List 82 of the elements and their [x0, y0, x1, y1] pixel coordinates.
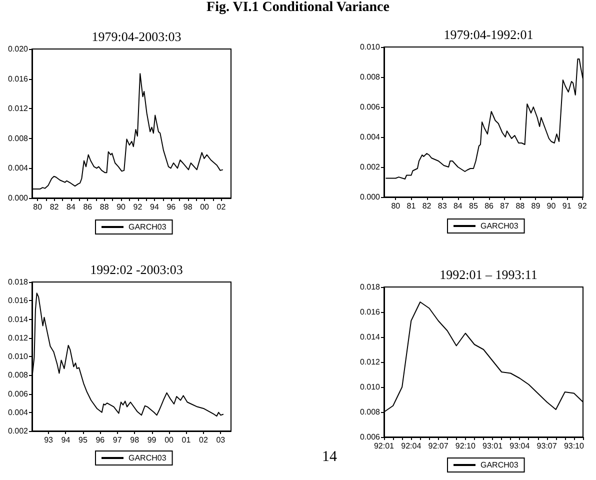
x-tick-label: 02 [216, 202, 226, 212]
legend-label: GARCH03 [480, 222, 519, 230]
y-tick-label: 0.012 [8, 104, 29, 114]
x-tick-label: 97 [112, 436, 122, 444]
y-tick-label: 0.002 [360, 162, 381, 172]
y-tick-label: 0.020 [8, 44, 29, 54]
x-tick-label: 96 [96, 436, 106, 444]
x-tick-label: 82 [422, 202, 432, 210]
y-tick-label: 0.016 [8, 296, 29, 306]
chart-title: 1992:02 -2003:03 [90, 262, 183, 277]
y-tick-label: 0.006 [360, 432, 381, 442]
x-tick-label: 93:07 [536, 442, 558, 450]
y-tick-label: 0.000 [360, 192, 381, 202]
x-tick-label: 92:04 [401, 442, 422, 450]
x-tick-label: 89 [531, 202, 541, 210]
x-tick-label: 80 [391, 202, 401, 210]
x-tick-label: 90 [116, 202, 126, 212]
text: Fig. VI.1 Conditional Variance [206, 0, 390, 16]
chart-title: 1979:04-2003:03 [92, 29, 182, 44]
legend-label: GARCH03 [480, 460, 519, 470]
y-tick-label: 0.018 [360, 282, 381, 292]
x-tick-label: 82 [50, 202, 60, 212]
chart-title: 1992:01 – 1993:11 [440, 267, 538, 282]
x-tick-label: 93:01 [482, 442, 504, 450]
y-tick-label: 0.006 [360, 102, 381, 112]
y-tick-label: 0.008 [8, 134, 29, 143]
x-tick-label: 85 [469, 202, 478, 210]
x-tick-label: 01 [182, 436, 192, 444]
y-tick-label: 0.008 [360, 408, 381, 416]
x-tick-label: 88 [516, 202, 526, 210]
x-tick-label: 96 [166, 202, 176, 212]
x-tick-label: 84 [453, 202, 463, 210]
x-tick-label: 90 [546, 202, 556, 210]
y-tick-label: 0.002 [8, 426, 29, 436]
x-tick-label: 88 [100, 202, 110, 212]
x-tick-label: 93:10 [564, 442, 585, 450]
x-tick-label: 94 [61, 436, 71, 444]
chart-title: 1979:04-1992:01 [444, 27, 534, 42]
x-tick-label: 92:01 [374, 442, 395, 450]
y-tick-label: 0.016 [360, 308, 381, 316]
x-tick-label: 87 [500, 202, 510, 210]
y-tick-label: 0.018 [8, 278, 29, 286]
x-tick-label: 92:10 [455, 442, 476, 450]
legend-label: GARCH03 [128, 454, 167, 462]
y-tick-label: 0.016 [8, 74, 29, 84]
y-tick-label: 0.004 [360, 132, 381, 142]
x-tick-label: 86 [83, 202, 93, 212]
x-tick-label: 98 [130, 436, 140, 444]
y-tick-label: 0.008 [8, 370, 29, 380]
y-tick-label: 0.006 [8, 389, 29, 398]
x-tick-label: 92 [578, 202, 588, 210]
x-tick-label: 94 [150, 202, 160, 212]
x-tick-label: 84 [66, 202, 76, 212]
x-tick-label: 00 [164, 436, 174, 444]
x-tick-label: 92:07 [428, 442, 449, 450]
y-tick-label: 0.014 [360, 332, 381, 342]
y-tick-label: 0.010 [360, 382, 381, 392]
x-tick-label: 83 [438, 202, 448, 210]
y-tick-label: 0.004 [8, 164, 29, 173]
x-tick-label: 92 [133, 202, 143, 212]
x-tick-label: 81 [406, 202, 416, 210]
x-tick-label: 03 [216, 436, 226, 444]
y-tick-label: 0.012 [8, 333, 29, 342]
x-tick-label: 91 [562, 202, 572, 210]
y-tick-label: 0.004 [8, 408, 29, 417]
x-tick-label: 86 [484, 202, 494, 210]
text: 14 [322, 449, 337, 466]
y-tick-label: 0.010 [360, 42, 381, 52]
y-tick-label: 0.012 [360, 358, 381, 366]
y-tick-label: 0.008 [360, 72, 381, 82]
y-tick-label: 0.000 [8, 194, 29, 202]
x-tick-label: 95 [78, 436, 88, 444]
x-tick-label: 80 [33, 202, 43, 212]
legend-label: GARCH03 [128, 222, 167, 232]
x-tick-label: 98 [183, 202, 193, 212]
x-tick-label: 99 [147, 436, 157, 444]
x-tick-label: 93:04 [510, 442, 530, 450]
y-tick-label: 0.010 [8, 352, 29, 361]
x-tick-label: 00 [200, 202, 210, 212]
x-tick-label: 93 [44, 436, 54, 444]
y-tick-label: 0.014 [8, 314, 29, 324]
x-tick-label: 02 [199, 436, 208, 444]
